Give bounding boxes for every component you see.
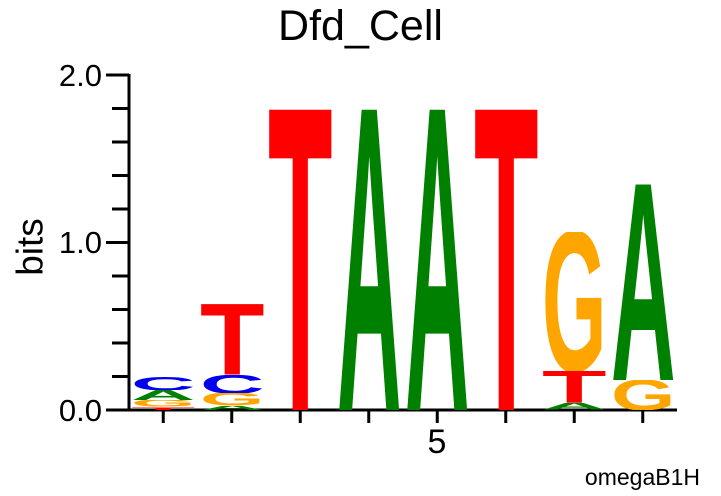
logo-letter-G-pos2: G (200, 393, 265, 406)
logo-letter-glyph: C (131, 377, 196, 390)
logo-letter-C-pos1: C (131, 377, 196, 390)
logo-letter-T-pos7: T (542, 371, 607, 403)
logo-letter-glyph: T (542, 371, 607, 403)
chart-title: Dfd_Cell (278, 2, 443, 50)
logo-letter-glyph: A (337, 109, 402, 411)
attribution-label: omegaB1H (584, 464, 700, 490)
logo-letter-glyph: T (131, 407, 196, 410)
logo-letter-T-pos6: T (474, 109, 539, 411)
logo-letter-glyph: C (200, 375, 265, 393)
logo-letter-G-pos8: G (611, 380, 676, 410)
logo-letter-G-pos7: G (542, 232, 607, 371)
logo-letter-glyph: T (268, 109, 333, 411)
logo-letter-A-pos2: A (200, 406, 265, 410)
logo-letter-glyph: A (611, 184, 676, 380)
logo-letter-A-pos8: A (611, 184, 676, 380)
logo-letter-T-pos3: T (268, 109, 333, 411)
logo-letter-glyph: G (611, 380, 676, 410)
logo-letter-C-pos2: C (200, 375, 265, 393)
logo-letter-glyph: T (200, 304, 265, 374)
y-tick-label-2.0: 2.0 (58, 58, 102, 93)
logo-letter-glyph: G (542, 232, 607, 371)
logo-letter-A-pos5: A (405, 109, 470, 411)
x-tick-label-5: 5 (427, 423, 447, 461)
logo-letter-glyph: A (200, 406, 265, 410)
logo-letter-A-pos1: A (131, 390, 196, 400)
y-tick-label-1.0: 1.0 (58, 225, 102, 260)
logo-letter-glyph: A (542, 403, 607, 410)
y-tick-label-0.0: 0.0 (58, 393, 102, 428)
logo-letter-T-pos2: T (200, 304, 265, 374)
logo-letter-G-pos1: G (131, 400, 196, 407)
logo-letter-glyph: T (474, 109, 539, 411)
logo-letter-glyph: A (131, 390, 196, 400)
logo-letter-A-pos7: A (542, 403, 607, 410)
logo-letter-T-pos1: T (131, 407, 196, 410)
logo-letter-glyph: G (200, 393, 265, 406)
logo-letter-A-pos4: A (337, 109, 402, 411)
logo-letter-glyph: G (131, 400, 196, 407)
logo-letter-glyph: A (405, 109, 470, 411)
